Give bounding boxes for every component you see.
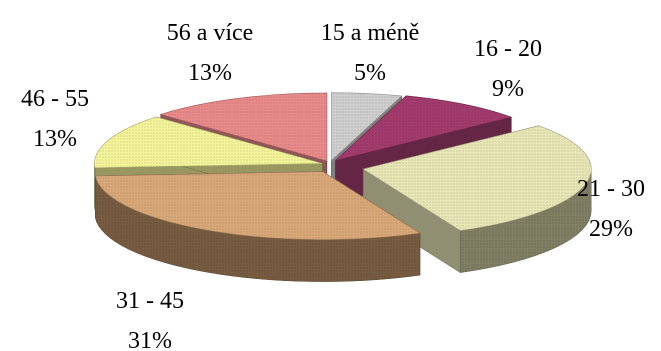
slice-value-label: 13% bbox=[188, 60, 232, 86]
slice-category-label: 46 - 55 bbox=[21, 86, 89, 112]
slice-value-label: 31% bbox=[128, 328, 172, 351]
pie-slices bbox=[94, 92, 592, 282]
pie-slice-2 bbox=[362, 125, 592, 274]
slice-value-label: 29% bbox=[589, 216, 633, 242]
slice-category-label: 56 a více bbox=[167, 20, 254, 46]
slice-category-label: 16 - 20 bbox=[474, 36, 542, 62]
slice-value-label: 5% bbox=[354, 60, 386, 86]
slice-value-label: 13% bbox=[33, 126, 77, 152]
pie-labels: 15 a méně 5% 16 - 20 9% 21 - 30 29% 31 - 45 31%… bbox=[21, 20, 645, 351]
pie-slice-3 bbox=[94, 171, 421, 282]
slice-category-label: 15 a méně bbox=[321, 20, 420, 46]
slice-value-label: 9% bbox=[492, 76, 524, 102]
slice-category-label: 21 - 30 bbox=[577, 176, 645, 202]
slice-category-label: 31 - 45 bbox=[116, 288, 184, 314]
